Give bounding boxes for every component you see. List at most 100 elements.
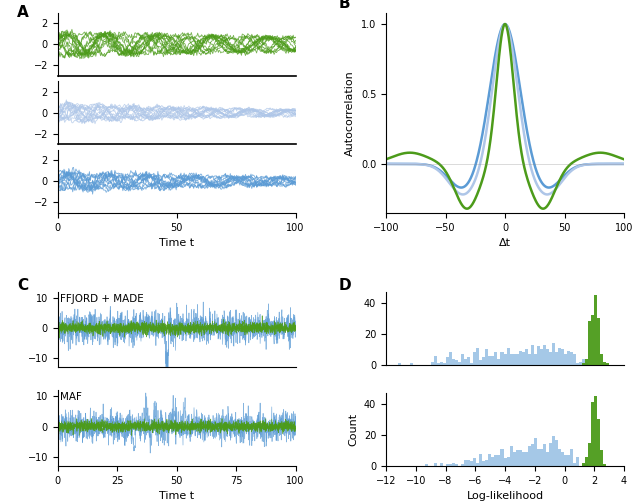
Bar [531,444,534,466]
Bar [531,345,534,365]
Bar [474,458,476,466]
Bar [497,359,500,365]
Y-axis label: Count: Count [348,413,358,446]
Text: B: B [339,0,350,12]
Bar [500,353,504,365]
Bar [555,353,557,365]
Bar [543,345,546,365]
Bar [518,351,522,365]
Bar [495,455,497,466]
Bar [570,449,573,466]
Bar [576,363,579,365]
Bar [555,439,557,466]
Bar [516,450,518,466]
Bar [576,456,579,466]
Text: D: D [339,279,351,294]
Bar [561,452,564,466]
Bar [552,343,555,365]
Bar [546,349,548,365]
Bar [534,354,536,365]
Bar [476,348,479,365]
Text: A: A [17,5,29,20]
Bar [579,362,582,365]
Bar [564,354,567,365]
Bar [504,354,506,365]
Bar [479,360,483,365]
Bar [516,354,518,365]
Bar [461,354,465,365]
X-axis label: Time t: Time t [159,238,194,248]
Bar [474,353,476,365]
Bar [606,363,609,365]
Bar [488,356,492,365]
Bar [582,359,585,365]
Bar [534,438,536,466]
Bar [548,353,552,365]
Bar [504,458,506,466]
Bar [518,450,522,466]
Bar [444,363,446,365]
Bar [603,464,606,466]
Bar [585,456,588,466]
Text: C: C [17,278,28,293]
Bar [467,460,470,466]
Bar [492,356,495,365]
Bar [591,402,594,466]
Bar [536,449,540,466]
Bar [522,353,525,365]
Bar [585,464,588,466]
Bar [561,349,564,365]
Bar [465,359,467,365]
Bar [582,464,585,466]
Bar [446,464,449,466]
Bar [485,460,488,466]
Bar [548,443,552,466]
Bar [479,453,483,466]
Bar [461,464,465,466]
Bar [597,318,600,365]
Bar [597,419,600,466]
Bar [500,449,504,466]
Bar [455,464,458,466]
Bar [540,449,543,466]
Bar [452,359,455,365]
Bar [525,452,527,466]
Bar [506,348,509,365]
Bar [582,363,585,365]
Bar [525,349,527,365]
X-axis label: Time t: Time t [159,491,194,501]
Bar [446,357,449,365]
Bar [570,353,573,365]
Bar [470,363,474,365]
Text: FFJORD + MADE: FFJORD + MADE [60,294,144,304]
Bar [434,463,437,466]
Bar [582,463,585,466]
Bar [588,322,591,365]
Bar [458,362,461,365]
Bar [552,436,555,466]
Bar [567,455,570,466]
Bar [557,348,561,365]
Bar [488,453,492,466]
Bar [603,362,606,365]
Bar [440,463,444,466]
Bar [465,460,467,466]
Bar [600,450,603,466]
Bar [591,315,594,365]
Bar [437,363,440,365]
Bar [600,354,603,365]
Bar [594,396,597,466]
Bar [425,464,428,466]
Bar [467,357,470,365]
Bar [588,443,591,466]
Bar [546,452,548,466]
Bar [483,461,485,466]
Bar [509,446,513,466]
Bar [440,362,444,365]
Bar [536,346,540,365]
Bar [470,461,474,466]
Bar [594,295,597,365]
Bar [527,354,531,365]
Bar [497,455,500,466]
Bar [434,356,437,365]
